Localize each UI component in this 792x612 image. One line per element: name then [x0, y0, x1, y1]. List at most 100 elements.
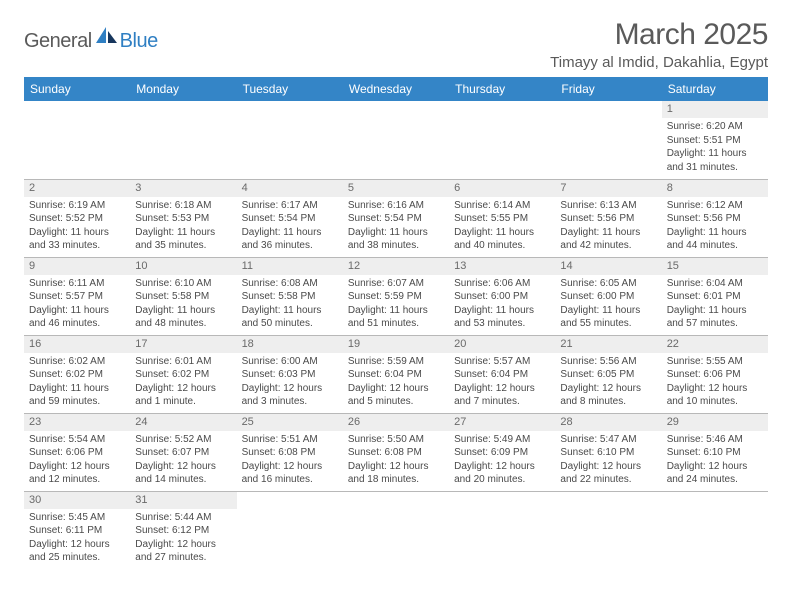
sunrise-text: Sunrise: 5:52 AM [135, 433, 231, 447]
calendar-day: 20Sunrise: 5:57 AMSunset: 6:04 PMDayligh… [449, 335, 555, 413]
daylight-text: Daylight: 12 hours [135, 460, 231, 474]
calendar-empty [24, 101, 130, 179]
calendar-empty [449, 101, 555, 179]
sunrise-text: Sunrise: 6:16 AM [348, 199, 444, 213]
daylight-text: Daylight: 11 hours [667, 226, 763, 240]
daylight-text: and 38 minutes. [348, 239, 444, 253]
header: General Blue March 2025 Timayy al Imdid,… [24, 18, 768, 71]
day-number: 23 [24, 414, 130, 431]
sunrise-text: Sunrise: 5:51 AM [242, 433, 338, 447]
sunrise-text: Sunrise: 5:59 AM [348, 355, 444, 369]
sunset-text: Sunset: 6:06 PM [29, 446, 125, 460]
daylight-text: Daylight: 12 hours [560, 460, 656, 474]
calendar-day: 16Sunrise: 6:02 AMSunset: 6:02 PMDayligh… [24, 335, 130, 413]
daylight-text: and 22 minutes. [560, 473, 656, 487]
day-number: 8 [662, 180, 768, 197]
day-number: 27 [449, 414, 555, 431]
day-number: 11 [237, 258, 343, 275]
daylight-text: Daylight: 11 hours [29, 304, 125, 318]
sunset-text: Sunset: 6:08 PM [348, 446, 444, 460]
calendar-empty [555, 491, 661, 569]
calendar-day: 18Sunrise: 6:00 AMSunset: 6:03 PMDayligh… [237, 335, 343, 413]
title-block: March 2025 Timayy al Imdid, Dakahlia, Eg… [550, 18, 768, 71]
calendar-week: 16Sunrise: 6:02 AMSunset: 6:02 PMDayligh… [24, 335, 768, 413]
day-number: 13 [449, 258, 555, 275]
daylight-text: and 8 minutes. [560, 395, 656, 409]
calendar-week: 9Sunrise: 6:11 AMSunset: 5:57 PMDaylight… [24, 257, 768, 335]
daylight-text: and 36 minutes. [242, 239, 338, 253]
calendar-day: 14Sunrise: 6:05 AMSunset: 6:00 PMDayligh… [555, 257, 661, 335]
sunset-text: Sunset: 5:57 PM [29, 290, 125, 304]
day-number: 1 [662, 101, 768, 118]
sunset-text: Sunset: 6:04 PM [348, 368, 444, 382]
sunrise-text: Sunrise: 5:54 AM [29, 433, 125, 447]
calendar-day: 31Sunrise: 5:44 AMSunset: 6:12 PMDayligh… [130, 491, 236, 569]
day-number: 19 [343, 336, 449, 353]
sunrise-text: Sunrise: 5:55 AM [667, 355, 763, 369]
daylight-text: Daylight: 12 hours [560, 382, 656, 396]
daylight-text: and 5 minutes. [348, 395, 444, 409]
day-number: 16 [24, 336, 130, 353]
location: Timayy al Imdid, Dakahlia, Egypt [550, 54, 768, 71]
sunrise-text: Sunrise: 6:18 AM [135, 199, 231, 213]
day-number: 6 [449, 180, 555, 197]
day-header: Friday [555, 77, 661, 101]
calendar-week: 2Sunrise: 6:19 AMSunset: 5:52 PMDaylight… [24, 179, 768, 257]
calendar-day: 8Sunrise: 6:12 AMSunset: 5:56 PMDaylight… [662, 179, 768, 257]
sunrise-text: Sunrise: 5:46 AM [667, 433, 763, 447]
sunrise-text: Sunrise: 6:00 AM [242, 355, 338, 369]
sunrise-text: Sunrise: 6:06 AM [454, 277, 550, 291]
daylight-text: and 27 minutes. [135, 551, 231, 565]
calendar-day: 30Sunrise: 5:45 AMSunset: 6:11 PMDayligh… [24, 491, 130, 569]
day-details: Sunrise: 5:51 AMSunset: 6:08 PMDaylight:… [237, 431, 343, 490]
sunset-text: Sunset: 6:10 PM [560, 446, 656, 460]
daylight-text: Daylight: 11 hours [135, 226, 231, 240]
daylight-text: Daylight: 12 hours [348, 382, 444, 396]
calendar-day: 19Sunrise: 5:59 AMSunset: 6:04 PMDayligh… [343, 335, 449, 413]
calendar-day: 10Sunrise: 6:10 AMSunset: 5:58 PMDayligh… [130, 257, 236, 335]
sunset-text: Sunset: 5:53 PM [135, 212, 231, 226]
daylight-text: Daylight: 11 hours [560, 304, 656, 318]
day-number: 24 [130, 414, 236, 431]
day-number: 17 [130, 336, 236, 353]
calendar-day: 26Sunrise: 5:50 AMSunset: 6:08 PMDayligh… [343, 413, 449, 491]
calendar-day: 9Sunrise: 6:11 AMSunset: 5:57 PMDaylight… [24, 257, 130, 335]
calendar-day: 12Sunrise: 6:07 AMSunset: 5:59 PMDayligh… [343, 257, 449, 335]
sunset-text: Sunset: 6:00 PM [454, 290, 550, 304]
day-number: 12 [343, 258, 449, 275]
sunrise-text: Sunrise: 6:11 AM [29, 277, 125, 291]
day-details: Sunrise: 5:59 AMSunset: 6:04 PMDaylight:… [343, 353, 449, 412]
daylight-text: and 12 minutes. [29, 473, 125, 487]
daylight-text: Daylight: 11 hours [560, 226, 656, 240]
calendar-page: General Blue March 2025 Timayy al Imdid,… [0, 0, 792, 579]
day-details: Sunrise: 6:00 AMSunset: 6:03 PMDaylight:… [237, 353, 343, 412]
calendar-empty [343, 491, 449, 569]
daylight-text: and 50 minutes. [242, 317, 338, 331]
sunrise-text: Sunrise: 6:20 AM [667, 120, 763, 134]
sunset-text: Sunset: 6:05 PM [560, 368, 656, 382]
sunrise-text: Sunrise: 5:50 AM [348, 433, 444, 447]
day-details: Sunrise: 5:57 AMSunset: 6:04 PMDaylight:… [449, 353, 555, 412]
day-number: 28 [555, 414, 661, 431]
daylight-text: Daylight: 11 hours [667, 147, 763, 161]
day-number: 4 [237, 180, 343, 197]
daylight-text: and 46 minutes. [29, 317, 125, 331]
day-details: Sunrise: 6:07 AMSunset: 5:59 PMDaylight:… [343, 275, 449, 334]
calendar-day: 21Sunrise: 5:56 AMSunset: 6:05 PMDayligh… [555, 335, 661, 413]
calendar-day: 13Sunrise: 6:06 AMSunset: 6:00 PMDayligh… [449, 257, 555, 335]
sunset-text: Sunset: 5:54 PM [242, 212, 338, 226]
sunrise-text: Sunrise: 6:02 AM [29, 355, 125, 369]
sunset-text: Sunset: 6:01 PM [667, 290, 763, 304]
calendar-day: 17Sunrise: 6:01 AMSunset: 6:02 PMDayligh… [130, 335, 236, 413]
daylight-text: and 7 minutes. [454, 395, 550, 409]
day-details: Sunrise: 5:56 AMSunset: 6:05 PMDaylight:… [555, 353, 661, 412]
daylight-text: and 25 minutes. [29, 551, 125, 565]
sunrise-text: Sunrise: 6:13 AM [560, 199, 656, 213]
day-details: Sunrise: 6:11 AMSunset: 5:57 PMDaylight:… [24, 275, 130, 334]
sunset-text: Sunset: 5:56 PM [560, 212, 656, 226]
sunrise-text: Sunrise: 5:56 AM [560, 355, 656, 369]
day-number: 26 [343, 414, 449, 431]
daylight-text: Daylight: 12 hours [242, 382, 338, 396]
sunset-text: Sunset: 5:59 PM [348, 290, 444, 304]
daylight-text: and 55 minutes. [560, 317, 656, 331]
